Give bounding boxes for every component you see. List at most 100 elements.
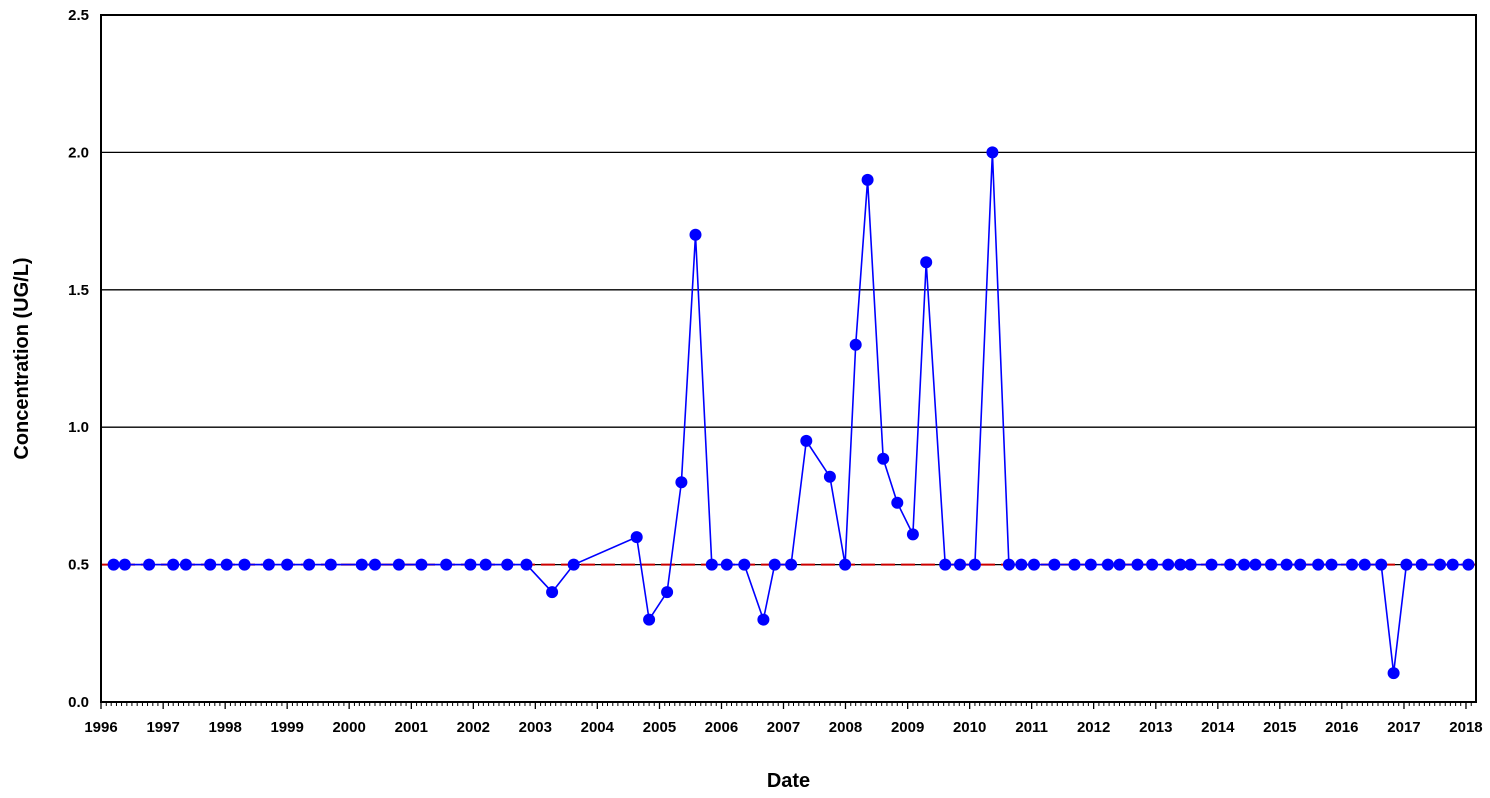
- data-point: [1068, 558, 1081, 571]
- x-tick-label: 1997: [146, 719, 179, 736]
- data-point: [849, 338, 862, 351]
- data-point: [1146, 558, 1159, 571]
- gridlines: [101, 151, 1476, 566]
- plot-area-frame: [100, 14, 1477, 703]
- y-tick-label: 0.0: [68, 694, 89, 711]
- data-point: [520, 558, 533, 571]
- x-axis-title: Date: [767, 770, 810, 792]
- data-point: [1238, 558, 1251, 571]
- data-point: [800, 434, 813, 447]
- data-point: [877, 452, 890, 465]
- data-point: [440, 558, 453, 571]
- data-point: [861, 173, 874, 186]
- x-tick-label: 2011: [1015, 719, 1048, 736]
- data-point: [661, 586, 674, 599]
- data-point: [392, 558, 405, 571]
- data-point: [1387, 667, 1400, 680]
- data-point: [1280, 558, 1293, 571]
- data-point: [906, 528, 919, 541]
- data-point: [1084, 558, 1097, 571]
- data-point: [1462, 558, 1475, 571]
- y-tick-label: 2.0: [68, 144, 89, 161]
- data-point: [1162, 558, 1175, 571]
- data-point: [1101, 558, 1114, 571]
- data-point: [768, 558, 781, 571]
- data-point: [220, 558, 233, 571]
- data-point: [1325, 558, 1338, 571]
- data-point: [1015, 558, 1028, 571]
- data-point: [567, 558, 580, 571]
- data-point: [1131, 558, 1144, 571]
- x-tick-label: 1998: [208, 719, 241, 736]
- data-point: [1113, 558, 1126, 571]
- x-tick-label: 2001: [395, 719, 428, 736]
- x-tick-label: 2004: [581, 719, 615, 736]
- y-tick-label: 2.5: [68, 7, 89, 24]
- x-tick-label: 2012: [1077, 719, 1110, 736]
- data-point: [1002, 558, 1015, 571]
- data-point: [1434, 558, 1446, 571]
- data-point: [479, 558, 492, 571]
- data-point: [204, 558, 217, 571]
- data-point: [1375, 558, 1388, 571]
- data-point: [1174, 558, 1187, 571]
- x-tick-label: 2005: [643, 719, 676, 736]
- data-point: [179, 558, 192, 571]
- data-point: [1415, 558, 1428, 571]
- data-point: [1294, 558, 1307, 571]
- data-point: [720, 558, 733, 571]
- data-point: [1205, 558, 1218, 571]
- data-point: [546, 586, 559, 599]
- data-point: [1224, 558, 1237, 571]
- series-line: [113, 152, 1469, 674]
- data-point: [1358, 558, 1371, 571]
- data-point: [689, 228, 702, 241]
- data-point: [262, 558, 275, 571]
- x-axis-ticks: 1996 1997 1998 1999 2000 2001 2002 2003 2004 2005…: [84, 702, 1483, 736]
- data-point: [1312, 558, 1325, 571]
- data-point: [968, 558, 981, 571]
- x-tick-label: 2015: [1263, 719, 1296, 736]
- data-point: [630, 531, 643, 544]
- data-point: [415, 558, 428, 571]
- data-point: [757, 613, 770, 626]
- data-point: [167, 558, 180, 571]
- data-point: [1249, 558, 1262, 571]
- data-point: [1400, 558, 1413, 571]
- data-point: [1446, 558, 1459, 571]
- y-tick-label: 1.5: [68, 282, 89, 299]
- data-point: [643, 613, 656, 626]
- x-tick-label: 2008: [829, 719, 862, 736]
- x-tick-label: 2003: [519, 719, 552, 736]
- data-point: [464, 558, 477, 571]
- data-point: [839, 558, 852, 571]
- x-tick-label: 2007: [767, 719, 800, 736]
- x-tick-label: 2014: [1201, 719, 1235, 736]
- data-point: [738, 558, 751, 571]
- data-point: [303, 558, 316, 571]
- x-tick-label: 2002: [457, 719, 490, 736]
- x-tick-label: 2010: [953, 719, 986, 736]
- data-point: [891, 496, 904, 509]
- data-point: [281, 558, 294, 571]
- x-tick-label: 2013: [1139, 719, 1172, 736]
- data-point: [1346, 558, 1358, 571]
- data-point: [324, 558, 337, 571]
- x-tick-label: 2018: [1449, 719, 1482, 736]
- x-tick-label: 2017: [1387, 719, 1420, 736]
- x-tick-label: 2009: [891, 719, 924, 736]
- x-tick-label: 1996: [84, 719, 117, 736]
- y-tick-label: 1.0: [68, 419, 89, 436]
- y-axis-ticks: 0.0 0.5 1.0 1.5 2.0 2.5: [68, 7, 89, 711]
- data-point: [1028, 558, 1040, 571]
- data-point: [1265, 558, 1277, 571]
- data-point: [369, 558, 381, 571]
- data-point: [823, 470, 836, 483]
- data-point: [1048, 558, 1061, 571]
- data-point: [355, 558, 368, 571]
- x-tick-label: 2006: [705, 719, 738, 736]
- data-point: [118, 558, 131, 571]
- data-point: [920, 256, 933, 269]
- data-point: [954, 558, 966, 571]
